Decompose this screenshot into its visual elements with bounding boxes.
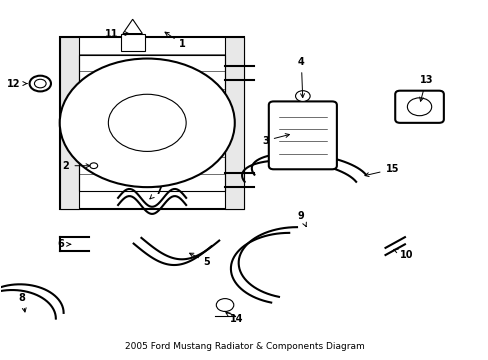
FancyBboxPatch shape bbox=[394, 91, 443, 123]
Text: 15: 15 bbox=[364, 164, 398, 177]
Circle shape bbox=[34, 79, 46, 88]
Text: 14: 14 bbox=[225, 313, 243, 324]
Bar bbox=[120, 33, 144, 51]
Text: 9: 9 bbox=[297, 211, 305, 226]
Text: 13: 13 bbox=[419, 75, 432, 101]
FancyBboxPatch shape bbox=[268, 102, 336, 169]
Text: 5: 5 bbox=[189, 253, 210, 267]
Text: 8: 8 bbox=[19, 293, 26, 312]
Circle shape bbox=[60, 59, 234, 187]
Text: 10: 10 bbox=[393, 249, 413, 260]
Circle shape bbox=[30, 76, 51, 91]
Bar bbox=[60, 37, 244, 208]
Text: 3: 3 bbox=[262, 134, 289, 146]
Text: 11: 11 bbox=[104, 28, 128, 39]
Polygon shape bbox=[122, 19, 142, 33]
Text: 2: 2 bbox=[62, 161, 90, 171]
Bar bbox=[60, 37, 79, 208]
Bar bbox=[79, 55, 224, 191]
Text: 1: 1 bbox=[164, 32, 186, 49]
Circle shape bbox=[108, 94, 186, 152]
Circle shape bbox=[216, 298, 233, 311]
Text: 7: 7 bbox=[150, 186, 162, 199]
Circle shape bbox=[90, 163, 98, 168]
Text: 6: 6 bbox=[58, 239, 70, 249]
Text: 2005 Ford Mustang Radiator & Components Diagram: 2005 Ford Mustang Radiator & Components … bbox=[124, 342, 364, 351]
Circle shape bbox=[295, 91, 309, 102]
Text: 12: 12 bbox=[7, 78, 27, 89]
Circle shape bbox=[407, 98, 431, 116]
Text: 4: 4 bbox=[297, 57, 304, 98]
Bar bbox=[224, 37, 244, 208]
